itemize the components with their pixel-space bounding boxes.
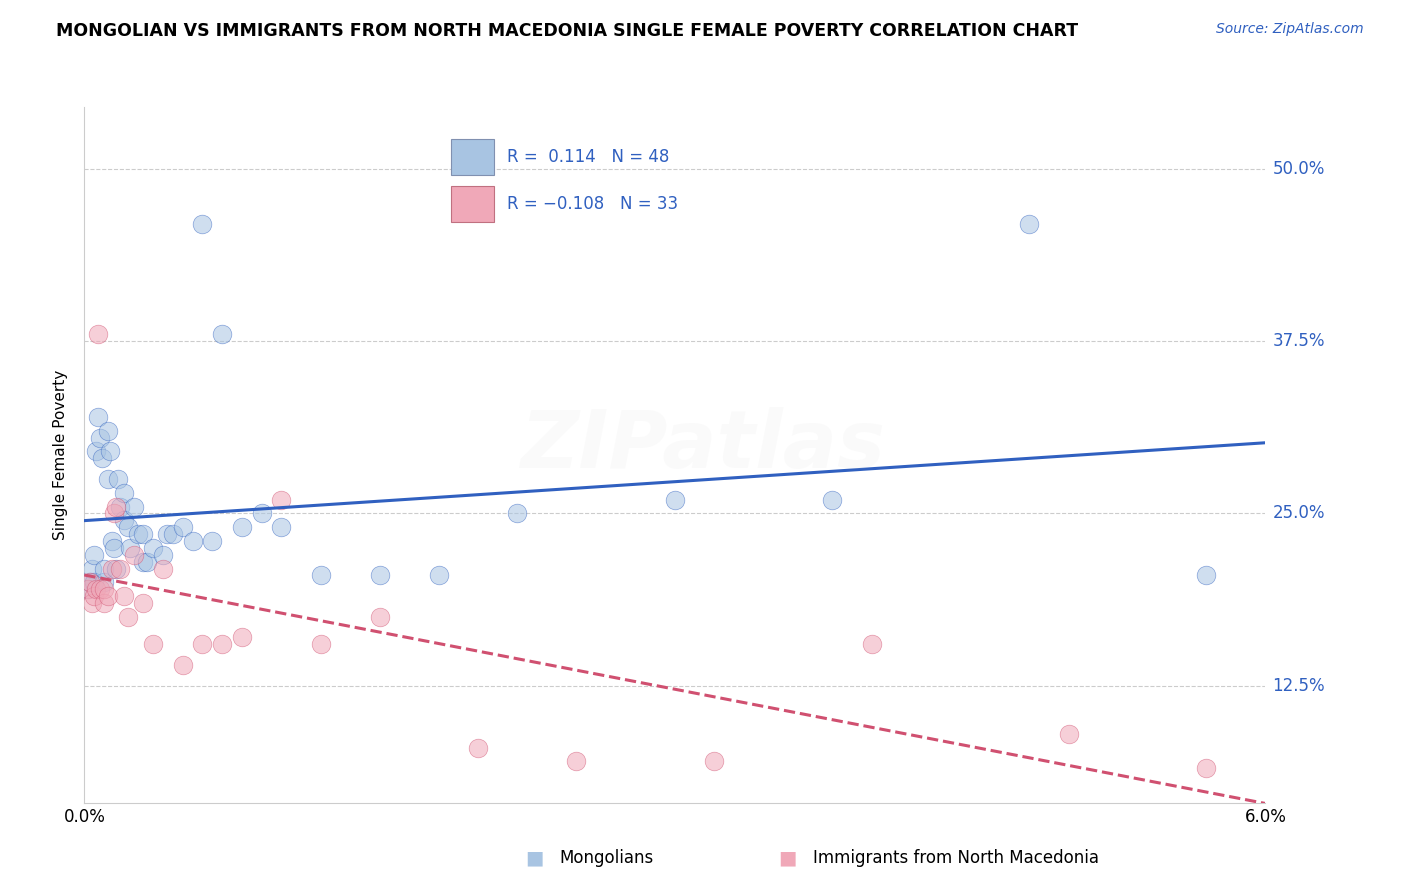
Point [152, 561, 174, 575]
Point [104, 561, 127, 575]
Point [107, 472, 129, 486]
Text: ■: ■ [524, 848, 544, 868]
Point [93, 582, 115, 597]
Point [703, 755, 725, 769]
Point [1018, 217, 1040, 231]
Point [231, 631, 253, 645]
Point [118, 541, 141, 555]
Point [122, 548, 145, 562]
Point [103, 507, 125, 521]
Point [112, 513, 135, 527]
Point [270, 492, 292, 507]
Point [87, 410, 110, 425]
Point [191, 637, 214, 651]
Point [93, 575, 115, 590]
Point [103, 541, 125, 555]
Point [101, 534, 124, 549]
Point [270, 520, 292, 534]
Text: 37.5%: 37.5% [1272, 332, 1324, 351]
Point [136, 555, 159, 569]
Point [1057, 727, 1080, 741]
Point [117, 609, 139, 624]
Bar [451, 139, 495, 175]
Text: 12.5%: 12.5% [1272, 677, 1324, 695]
Text: Source: ZipAtlas.com: Source: ZipAtlas.com [1216, 22, 1364, 37]
Point [162, 527, 184, 541]
Point [108, 500, 131, 514]
Point [97, 472, 120, 486]
Point [108, 561, 131, 575]
Text: ZIPatlas: ZIPatlas [520, 407, 886, 485]
Point [368, 609, 391, 624]
Point [117, 520, 139, 534]
Point [79, 575, 101, 590]
Point [97, 589, 120, 603]
Point [664, 492, 686, 507]
Point [93, 561, 115, 575]
Point [250, 507, 273, 521]
Point [77, 582, 100, 597]
Point [91, 451, 114, 466]
Point [83, 589, 105, 603]
Point [506, 507, 529, 521]
Point [112, 485, 135, 500]
Point [231, 520, 253, 534]
Point [142, 541, 165, 555]
Text: Immigrants from North Macedonia: Immigrants from North Macedonia [813, 849, 1098, 867]
Point [83, 548, 105, 562]
Point [84, 582, 107, 597]
Point [1195, 568, 1218, 582]
Text: ■: ■ [778, 848, 797, 868]
Point [172, 520, 194, 534]
Point [79, 575, 101, 590]
Point [181, 534, 204, 549]
Point [191, 217, 214, 231]
Point [172, 658, 194, 673]
Point [127, 527, 149, 541]
Point [156, 527, 179, 541]
Point [112, 589, 135, 603]
Point [122, 500, 145, 514]
Point [97, 424, 120, 438]
Point [211, 637, 233, 651]
Point [860, 637, 883, 651]
Point [467, 740, 489, 755]
Point [821, 492, 844, 507]
Point [132, 527, 155, 541]
Point [132, 555, 155, 569]
Point [201, 534, 224, 549]
Point [89, 582, 111, 597]
Text: 25.0%: 25.0% [1272, 505, 1324, 523]
Point [89, 431, 111, 445]
Point [309, 637, 332, 651]
Text: R =  0.114   N = 48: R = 0.114 N = 48 [506, 148, 669, 166]
Point [82, 596, 104, 610]
Text: R = −0.108   N = 33: R = −0.108 N = 33 [506, 195, 678, 213]
Point [77, 582, 100, 597]
Point [1195, 761, 1218, 775]
Point [142, 637, 165, 651]
Point [84, 444, 107, 458]
Point [565, 755, 588, 769]
Bar [451, 186, 495, 222]
Point [83, 575, 105, 590]
Text: MONGOLIAN VS IMMIGRANTS FROM NORTH MACEDONIA SINGLE FEMALE POVERTY CORRELATION C: MONGOLIAN VS IMMIGRANTS FROM NORTH MACED… [56, 22, 1078, 40]
Y-axis label: Single Female Poverty: Single Female Poverty [53, 370, 69, 540]
Point [98, 444, 121, 458]
Point [101, 561, 124, 575]
Point [368, 568, 391, 582]
Point [82, 561, 104, 575]
Point [104, 500, 127, 514]
Point [427, 568, 450, 582]
Text: Mongolians: Mongolians [560, 849, 654, 867]
Point [309, 568, 332, 582]
Text: 50.0%: 50.0% [1272, 160, 1324, 178]
Point [152, 548, 174, 562]
Point [93, 596, 115, 610]
Point [211, 327, 233, 342]
Point [132, 596, 155, 610]
Point [87, 327, 110, 342]
